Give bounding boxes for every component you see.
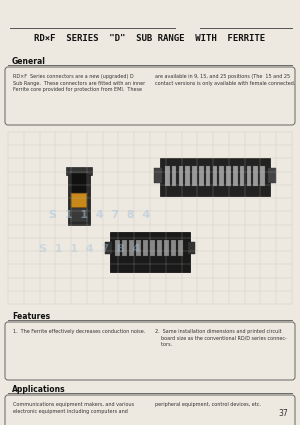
Text: Applications: Applications xyxy=(12,385,66,394)
Bar xyxy=(260,166,265,186)
Bar xyxy=(66,167,92,175)
Bar xyxy=(247,166,251,186)
Text: S  1  1  4  7  8  4: S 1 1 4 7 8 4 xyxy=(39,244,141,254)
Bar xyxy=(136,240,140,256)
Bar xyxy=(188,242,195,254)
Text: RD×F  Series connectors are a new (upgraded) D
Sub Range.  These connectors are : RD×F Series connectors are a new (upgrad… xyxy=(13,74,145,92)
Bar xyxy=(115,240,119,256)
Text: Features: Features xyxy=(12,312,50,321)
Text: are available in 9, 15, and 25 positions (The  15 and 25
contact versions is onl: are available in 9, 15, and 25 positions… xyxy=(155,74,296,85)
Bar xyxy=(70,173,88,193)
Text: Communications equipment makers, and various
electronic equipment including comp: Communications equipment makers, and var… xyxy=(13,402,134,414)
Bar xyxy=(110,232,190,272)
Bar xyxy=(226,166,231,186)
FancyBboxPatch shape xyxy=(5,322,295,380)
Text: 37: 37 xyxy=(278,409,288,418)
Bar xyxy=(199,166,203,186)
Bar xyxy=(129,240,134,256)
Bar xyxy=(172,166,176,186)
Bar xyxy=(219,166,224,186)
Bar xyxy=(178,166,183,186)
Bar xyxy=(213,166,217,186)
Bar xyxy=(178,240,182,256)
Bar xyxy=(171,240,175,256)
FancyBboxPatch shape xyxy=(5,67,295,125)
Text: RD×F  SERIES  "D"  SUB RANGE  WITH  FERRITE: RD×F SERIES "D" SUB RANGE WITH FERRITE xyxy=(34,34,266,43)
Bar xyxy=(70,208,88,222)
Bar xyxy=(233,166,238,186)
Bar xyxy=(240,166,244,186)
Bar xyxy=(68,170,90,225)
Text: S  1  1  4  7  8  4: S 1 1 4 7 8 4 xyxy=(50,210,151,220)
Bar xyxy=(192,166,197,186)
Bar xyxy=(154,168,162,183)
Bar xyxy=(143,240,148,256)
Text: peripheral equipment, control devices, etc.: peripheral equipment, control devices, e… xyxy=(155,402,261,407)
Bar xyxy=(105,242,112,254)
Text: General: General xyxy=(12,57,46,66)
Bar xyxy=(185,166,190,186)
FancyBboxPatch shape xyxy=(5,395,295,425)
Bar xyxy=(164,240,169,256)
Bar xyxy=(268,168,276,183)
Bar xyxy=(122,240,127,256)
Bar xyxy=(165,166,169,186)
Text: 2.  Same installation dimensions and printed circuit
    board size as the conve: 2. Same installation dimensions and prin… xyxy=(155,329,287,347)
Text: 1.  The Ferrite effectively decreases conduction noise.: 1. The Ferrite effectively decreases con… xyxy=(13,329,145,334)
Bar xyxy=(71,193,86,207)
Bar xyxy=(157,240,161,256)
Bar xyxy=(150,240,154,256)
Bar xyxy=(254,166,258,186)
Bar xyxy=(206,166,210,186)
Bar xyxy=(160,158,270,196)
